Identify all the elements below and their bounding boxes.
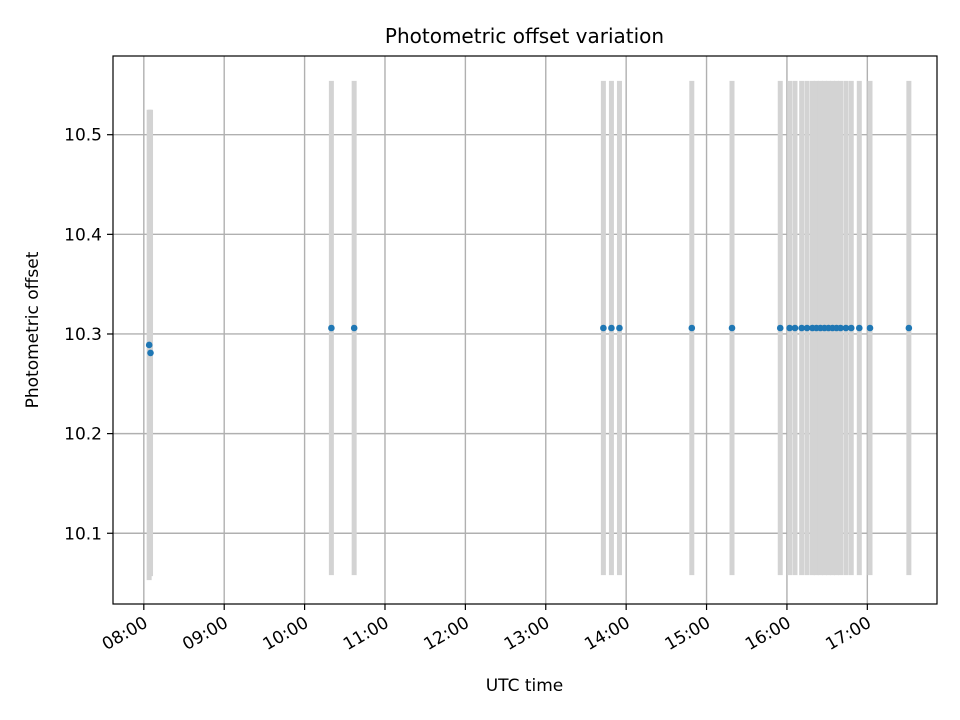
- y-axis-label: Photometric offset: [23, 251, 43, 408]
- data-point: [803, 324, 811, 332]
- y-tick-label: 10.5: [64, 126, 102, 146]
- y-tick-label: 10.3: [64, 325, 102, 345]
- plot-area-frame: [112, 55, 938, 605]
- data-point: [842, 324, 850, 332]
- data-point: [791, 324, 799, 332]
- data-point: [847, 324, 855, 332]
- data-point: [728, 324, 736, 332]
- data-point: [616, 324, 623, 332]
- data-point: [145, 341, 153, 349]
- data-point: [786, 324, 793, 332]
- data-points: [145, 324, 913, 357]
- data-point: [866, 324, 874, 332]
- data-point: [855, 324, 863, 332]
- y-tick-label: 10.2: [64, 425, 102, 445]
- data-point: [776, 324, 784, 332]
- data-point: [798, 324, 805, 332]
- x-axis-label: UTC time: [486, 676, 564, 696]
- data-point: [600, 324, 607, 332]
- data-point: [328, 324, 335, 332]
- data-point: [608, 324, 615, 332]
- chart-title: Photometric offset variation: [385, 24, 664, 48]
- y-tick-label: 10.4: [64, 225, 102, 245]
- data-point: [905, 324, 913, 332]
- data-point: [688, 324, 696, 332]
- data-point: [837, 324, 844, 332]
- data-point: [147, 349, 154, 357]
- y-tick-label: 10.1: [64, 524, 102, 544]
- data-point: [350, 324, 358, 332]
- y-axis-ticks: 10.1 10.2 10.3 10.4 10.5: [64, 126, 113, 544]
